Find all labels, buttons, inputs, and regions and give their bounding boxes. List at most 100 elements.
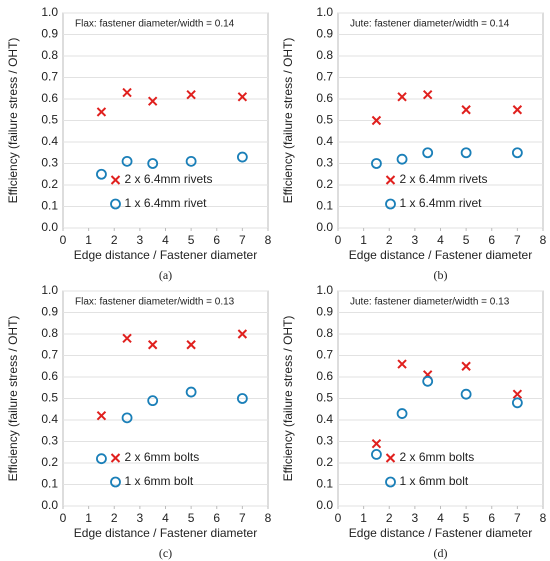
y-tick-label: 0.1 (316, 477, 333, 491)
caption: (c) (159, 546, 172, 560)
legend-marker (110, 476, 121, 488)
y-tick-label: 0.1 (316, 199, 333, 213)
x-tick-label: 1 (85, 233, 92, 247)
data-point (460, 388, 472, 400)
data-point (96, 107, 107, 117)
x-tick-label: 0 (60, 233, 67, 247)
data-point (96, 168, 107, 180)
x-tick-label: 1 (360, 233, 367, 247)
y-tick-label: 0.7 (41, 348, 58, 362)
data-point (121, 155, 133, 167)
data-point (236, 393, 248, 404)
legend-label: 1 x 6.4mm rivet (125, 196, 208, 210)
y-axis-label: Efficiency (failure stress / OHT) (6, 38, 20, 204)
y-axis-label: Efficiency (failure stress / OHT) (281, 38, 295, 204)
y-tick-label: 0.2 (316, 455, 333, 469)
y-tick-label: 0.0 (316, 220, 333, 234)
y-tick-label: 0.6 (41, 91, 58, 105)
y-tick-label: 0.9 (316, 305, 333, 319)
x-tick-label: 3 (137, 233, 144, 247)
x-tick-label: 6 (488, 511, 495, 525)
x-tick-label: 3 (412, 233, 419, 247)
y-tick-label: 0.3 (316, 156, 333, 170)
annotation: Flax: fastener diameter/width = 0.14 (75, 18, 235, 29)
x-axis-label: Edge distance / Fastener diameter (74, 248, 257, 262)
y-tick-label: 0.7 (316, 348, 333, 362)
y-tick-label: 0.5 (41, 391, 58, 405)
x-tick-label: 4 (437, 233, 444, 247)
x-tick-label: 0 (335, 511, 342, 525)
x-tick-label: 6 (488, 233, 495, 247)
data-point (396, 153, 408, 165)
x-axis-label: Edge distance / Fastener diameter (74, 526, 257, 540)
legend-marker (385, 175, 396, 185)
x-axis-label: Edge distance / Fastener diameter (349, 526, 532, 540)
y-tick-label: 0.4 (316, 412, 333, 426)
x-tick-label: 5 (188, 233, 195, 247)
y-tick-label: 0.0 (316, 498, 333, 512)
y-axis-label: Efficiency (failure stress / OHT) (6, 316, 20, 482)
legend-label: 2 x 6.4mm rivets (125, 172, 213, 186)
legend-label: 2 x 6.4mm rivets (400, 172, 488, 186)
x-tick-label: 7 (514, 511, 521, 525)
x-axis-label: Edge distance / Fastener diameter (349, 248, 532, 262)
y-tick-label: 0.0 (41, 220, 58, 234)
data-point (185, 386, 197, 398)
x-tick-label: 5 (463, 233, 470, 247)
y-tick-label: 1.0 (316, 283, 333, 297)
y-tick-label: 0.2 (316, 177, 333, 191)
x-tick-label: 4 (437, 511, 444, 525)
data-point (397, 92, 407, 102)
y-tick-label: 0.3 (316, 434, 333, 448)
y-tick-label: 0.8 (316, 48, 333, 62)
x-tick-label: 8 (540, 233, 547, 247)
y-tick-label: 0.6 (41, 369, 58, 383)
data-point (237, 329, 248, 339)
legend-marker (110, 453, 121, 463)
y-tick-label: 0.5 (316, 391, 333, 405)
legend-label: 1 x 6mm bolt (400, 474, 469, 488)
data-point (511, 147, 523, 159)
data-point (511, 397, 523, 409)
legend-marker (385, 476, 396, 488)
x-tick-label: 6 (213, 233, 220, 247)
data-point (236, 151, 248, 163)
x-tick-label: 2 (386, 511, 393, 525)
y-tick-label: 0.1 (41, 199, 58, 213)
y-tick-label: 0.4 (41, 412, 58, 426)
data-point (186, 89, 196, 100)
x-tick-label: 0 (335, 233, 342, 247)
data-point (461, 105, 471, 115)
x-tick-label: 0 (60, 511, 67, 525)
x-tick-label: 5 (463, 511, 470, 525)
data-point (461, 361, 471, 371)
data-point (147, 395, 159, 407)
y-tick-label: 0.9 (41, 305, 58, 319)
legend-marker (385, 198, 396, 210)
data-point (396, 408, 408, 419)
data-point (147, 158, 159, 169)
data-point (121, 412, 133, 424)
y-tick-label: 0.7 (41, 70, 58, 84)
annotation: Jute: fastener diameter/width = 0.13 (350, 296, 510, 307)
x-tick-label: 3 (137, 511, 144, 525)
data-point (122, 87, 132, 98)
data-point (96, 410, 107, 421)
y-tick-label: 0.3 (41, 434, 58, 448)
data-point (512, 389, 523, 399)
data-point (371, 115, 382, 126)
x-tick-label: 1 (85, 511, 92, 525)
x-tick-label: 4 (162, 511, 169, 525)
x-tick-label: 7 (239, 233, 246, 247)
data-point (122, 333, 132, 344)
y-axis-label: Efficiency (failure stress / OHT) (281, 316, 295, 482)
y-tick-label: 0.7 (316, 70, 333, 84)
caption: (a) (159, 268, 172, 282)
y-tick-label: 0.5 (316, 113, 333, 127)
data-point (371, 158, 382, 169)
y-tick-label: 0.5 (41, 113, 58, 127)
data-point (397, 359, 407, 369)
x-tick-label: 8 (265, 511, 272, 525)
